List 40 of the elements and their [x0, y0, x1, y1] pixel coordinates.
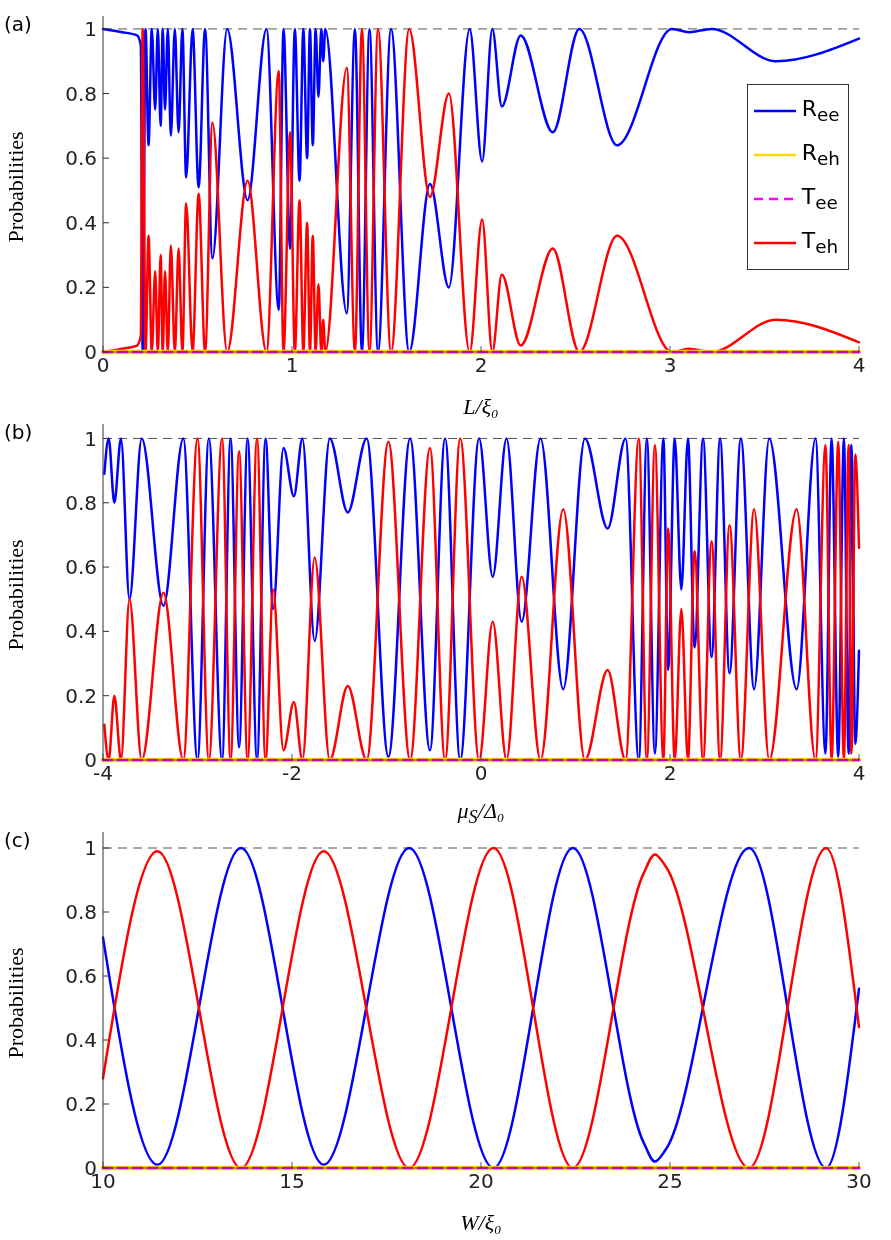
x-tick-label: 0	[474, 761, 488, 786]
y-axis-title: Probabilities	[3, 946, 29, 1061]
x-tick-label: 2	[474, 353, 488, 378]
y-axis-title: Probabilities	[3, 538, 29, 653]
legend-label: T$_{ee}$	[801, 184, 838, 214]
y-tick-label: 0.6	[65, 146, 97, 171]
y-tick-label: 1	[84, 17, 97, 42]
legend-label: T$_{eh}$	[801, 228, 839, 258]
y-tick-label: 0.2	[65, 1092, 97, 1117]
y-tick-label: 0.2	[65, 275, 97, 300]
y-tick-label: 0.4	[65, 210, 97, 235]
x-tick-label: 15	[279, 1169, 305, 1194]
x-tick-label: -2	[282, 761, 302, 786]
y-tick-label: 0.6	[65, 555, 97, 580]
y-tick-label: 0.6	[65, 964, 97, 989]
chart-title: (c)	[4, 828, 31, 852]
x-tick-label: 4	[852, 353, 866, 378]
legend-label: R$_{ee}$	[801, 96, 840, 126]
x-axis-title: W/ξ₀	[459, 1210, 503, 1236]
x-tick-label: 25	[657, 1169, 683, 1194]
x-tick-label: 20	[468, 1169, 494, 1194]
y-axis-title: Probabilities	[3, 130, 29, 245]
chart-title: (a)	[4, 12, 32, 36]
y-tick-label: 0.8	[65, 490, 97, 515]
x-tick-label: 30	[846, 1169, 872, 1194]
x-axis-title: L/ξ₀	[462, 394, 500, 420]
x-tick-label: 1	[285, 353, 299, 378]
x-tick-label: 2	[663, 761, 677, 786]
x-tick-label: 3	[663, 353, 677, 378]
y-tick-label: 1	[84, 426, 97, 451]
y-tick-label: 0.8	[65, 81, 97, 106]
chart-title: (b)	[4, 420, 33, 444]
y-tick-label: 0.8	[65, 900, 97, 925]
y-tick-label: 0.2	[65, 683, 97, 708]
x-tick-label: 4	[852, 761, 866, 786]
y-tick-label: 0.4	[65, 1028, 97, 1053]
y-tick-label: 0.4	[65, 619, 97, 644]
x-axis-title: μ$_{S}$/Δ₀	[456, 797, 506, 828]
legend-label: R$_{eh}$	[801, 140, 840, 170]
y-tick-label: 1	[84, 836, 97, 861]
